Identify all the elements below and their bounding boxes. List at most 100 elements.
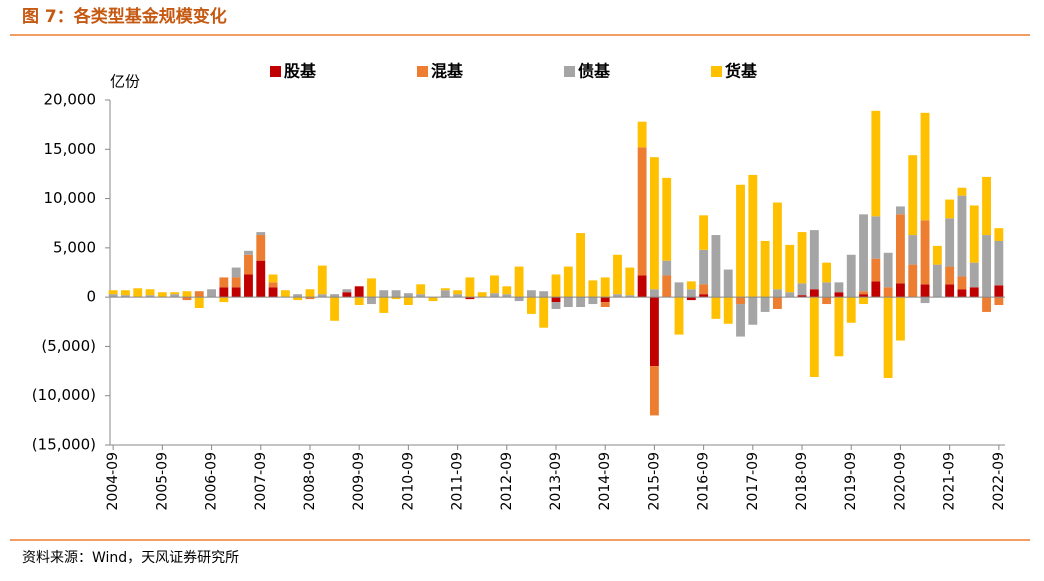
legend-swatch: [711, 66, 722, 77]
bar: [957, 289, 967, 298]
bar: [859, 297, 868, 305]
x-tick-label: 2013-09: [548, 452, 564, 511]
bar: [157, 292, 167, 298]
bar: [772, 202, 782, 290]
bar: [920, 297, 930, 304]
bar: [785, 292, 795, 298]
bar: [613, 294, 622, 298]
bar: [920, 284, 930, 298]
bar: [600, 302, 610, 307]
source: 资料来源：Wind，天风证券研究所: [22, 550, 239, 566]
bar: [736, 297, 745, 305]
bar: [551, 302, 561, 309]
bar: [133, 288, 143, 298]
bar: [674, 297, 684, 335]
bar: [760, 240, 770, 298]
y-tick-label: (5,000): [41, 337, 96, 355]
bar: [502, 294, 512, 298]
bar: [834, 292, 844, 298]
bar: [293, 297, 303, 301]
bar: [465, 297, 475, 300]
bar: [490, 293, 499, 298]
bar: [379, 290, 389, 298]
bar: [896, 206, 905, 215]
bar: [797, 295, 807, 298]
bar: [453, 290, 463, 295]
bar: [674, 282, 684, 298]
bar: [207, 289, 216, 298]
bar: [982, 297, 991, 312]
y-tick-label: 20,000: [44, 91, 97, 109]
bar: [108, 290, 118, 295]
bar: [182, 297, 192, 301]
y-tick-label: 15,000: [44, 140, 97, 158]
bar: [244, 250, 253, 255]
x-tick-label: 2020-09: [892, 452, 908, 511]
bar: [121, 290, 130, 296]
bar: [699, 249, 709, 285]
bar: [859, 214, 868, 292]
bar: [588, 280, 598, 298]
bar: [145, 289, 155, 296]
bar: [957, 187, 967, 196]
bar: [908, 264, 918, 298]
bar: [846, 297, 856, 323]
bar: [625, 267, 635, 296]
bar: [994, 285, 1004, 298]
bar: [416, 284, 426, 295]
x-tick-label: 2022-09: [991, 452, 1007, 511]
y-tick-label: (10,000): [32, 386, 96, 404]
bar: [256, 232, 266, 236]
x-tick-label: 2014-09: [597, 452, 613, 511]
bar: [945, 199, 955, 219]
x-tick-label: 2021-09: [942, 452, 958, 511]
x-tick-label: 2012-09: [499, 452, 515, 511]
bar: [809, 230, 819, 290]
bar: [736, 304, 745, 337]
legend-label: 混基: [431, 62, 464, 81]
x-tick-label: 2008-09: [302, 452, 318, 511]
bar: [772, 297, 782, 309]
bar: [896, 297, 905, 341]
bar: [490, 275, 499, 294]
bar: [908, 155, 918, 236]
bar: [391, 290, 401, 298]
bar: [244, 254, 253, 275]
bar: [514, 266, 524, 298]
bar: [797, 232, 807, 284]
bar: [723, 297, 733, 324]
bar: [969, 287, 979, 298]
bar: [121, 295, 130, 298]
bar: [576, 233, 586, 298]
y-tick-label: (15,000): [32, 436, 96, 454]
bar: [932, 264, 942, 298]
bar: [637, 275, 647, 298]
bar: [760, 297, 770, 312]
bar: [797, 283, 807, 296]
x-tick-label: 2019-09: [843, 452, 859, 511]
bar: [219, 287, 229, 298]
bar: [699, 294, 709, 298]
bar: [711, 235, 721, 298]
bar: [563, 266, 573, 298]
bar: [588, 297, 598, 305]
chart-title: 图 7：各类型基金规模变化: [22, 6, 227, 27]
bar: [330, 294, 340, 298]
bar: [649, 157, 659, 290]
bar: [551, 274, 561, 298]
x-tick-label: 2009-09: [351, 452, 367, 511]
y-axis-label: 亿份: [110, 73, 140, 91]
x-tick-label: 2006-09: [204, 452, 220, 511]
bar: [871, 281, 881, 298]
legend-label: 债基: [578, 62, 611, 81]
bar: [342, 289, 352, 293]
bar: [822, 297, 832, 305]
bar: [822, 282, 832, 298]
bar: [563, 297, 573, 307]
bar: [969, 262, 979, 288]
bar: [305, 297, 315, 300]
bar: [170, 292, 180, 295]
bar: [809, 297, 819, 377]
bar: [268, 282, 278, 288]
bar: [649, 366, 659, 416]
